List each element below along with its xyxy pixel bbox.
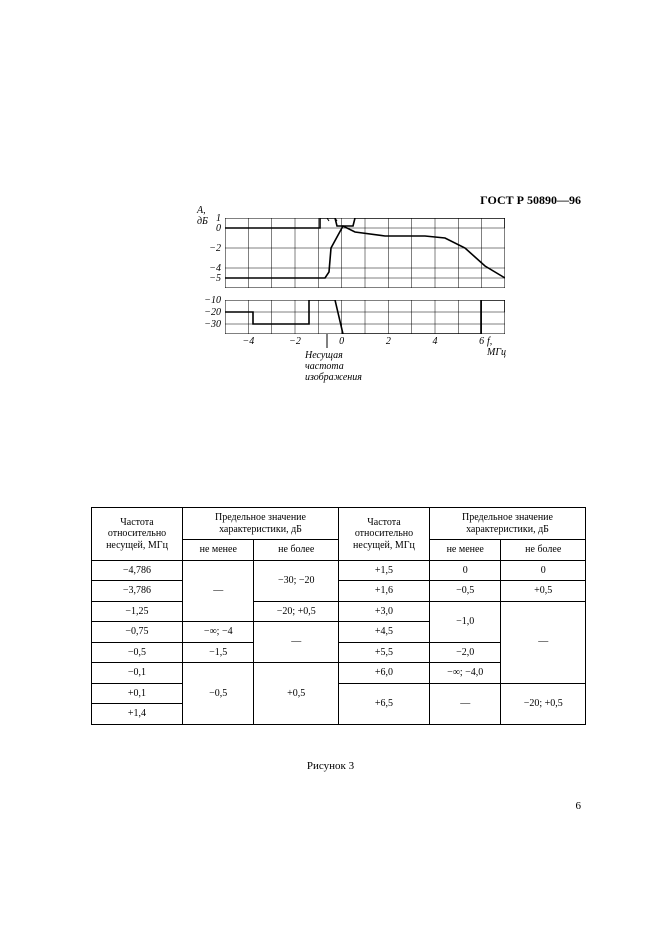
limits-table: Частота относительно несущей, МГц Предел… (91, 507, 586, 725)
cell: +1,6 (338, 581, 429, 602)
doc-header: ГОСТ Р 50890—96 (480, 193, 581, 208)
chart-bottom-panel (225, 300, 505, 334)
xtick: 4 (425, 336, 445, 347)
cell: — (183, 560, 254, 622)
cell: −20; +0,5 (254, 601, 339, 622)
cell: −3,786 (92, 581, 183, 602)
th-left-limit: Предельное значение характеристики, дБ (183, 508, 339, 540)
cell: −30; −20 (254, 560, 339, 601)
cell: +0,1 (92, 683, 183, 704)
cell: −0,1 (92, 663, 183, 684)
cell: +0,5 (254, 663, 339, 725)
cell: +1,5 (338, 560, 429, 581)
xtick: 2 (378, 336, 398, 347)
cell: — (254, 622, 339, 663)
cell: 0 (429, 560, 500, 581)
th-left-min: не менее (183, 540, 254, 561)
cell: −2,0 (429, 642, 500, 663)
page-number: 6 (576, 800, 582, 812)
ytick: −10 (197, 295, 221, 306)
cell: −4,786 (92, 560, 183, 581)
cell: −20; +0,5 (501, 683, 586, 724)
cell: +1,4 (92, 704, 183, 725)
xtick: −4 (238, 336, 258, 347)
ytick: −5 (197, 273, 221, 284)
cell: 0 (501, 560, 586, 581)
chart-caption: Несущая частота изображения (305, 350, 362, 383)
xtick: −2 (285, 336, 305, 347)
th-right-min: не менее (429, 540, 500, 561)
figure-caption: Рисунок 3 (0, 760, 661, 772)
cell: −0,5 (183, 663, 254, 725)
cell: — (501, 601, 586, 683)
xtick: 0 (332, 336, 352, 347)
cell: +4,5 (338, 622, 429, 643)
cell: −1,25 (92, 601, 183, 622)
x-axis-label: f, МГц (487, 336, 506, 358)
ytick: −20 (197, 307, 221, 318)
th-right-max: не более (501, 540, 586, 561)
ytick: −30 (197, 319, 221, 330)
cell: −1,5 (183, 642, 254, 663)
cell: −1,0 (429, 601, 500, 642)
th-right-freq: Частота относительно несущей, МГц (338, 508, 429, 561)
cell: +0,5 (501, 581, 586, 602)
cell: +6,0 (338, 663, 429, 684)
cell: −∞; −4,0 (429, 663, 500, 684)
cell: −∞; −4 (183, 622, 254, 643)
chart-top-panel (225, 218, 505, 288)
cell: +5,5 (338, 642, 429, 663)
th-left-max: не более (254, 540, 339, 561)
cell: +3,0 (338, 601, 429, 622)
th-right-limit: Предельное значение характеристики, дБ (429, 508, 585, 540)
cell: +6,5 (338, 683, 429, 724)
th-left-freq: Частота относительно несущей, МГц (92, 508, 183, 561)
ytick: 0 (197, 223, 221, 234)
ytick: −2 (197, 243, 221, 254)
cell: — (429, 683, 500, 724)
cell: −0,75 (92, 622, 183, 643)
cell: −0,5 (92, 642, 183, 663)
cell: −0,5 (429, 581, 500, 602)
